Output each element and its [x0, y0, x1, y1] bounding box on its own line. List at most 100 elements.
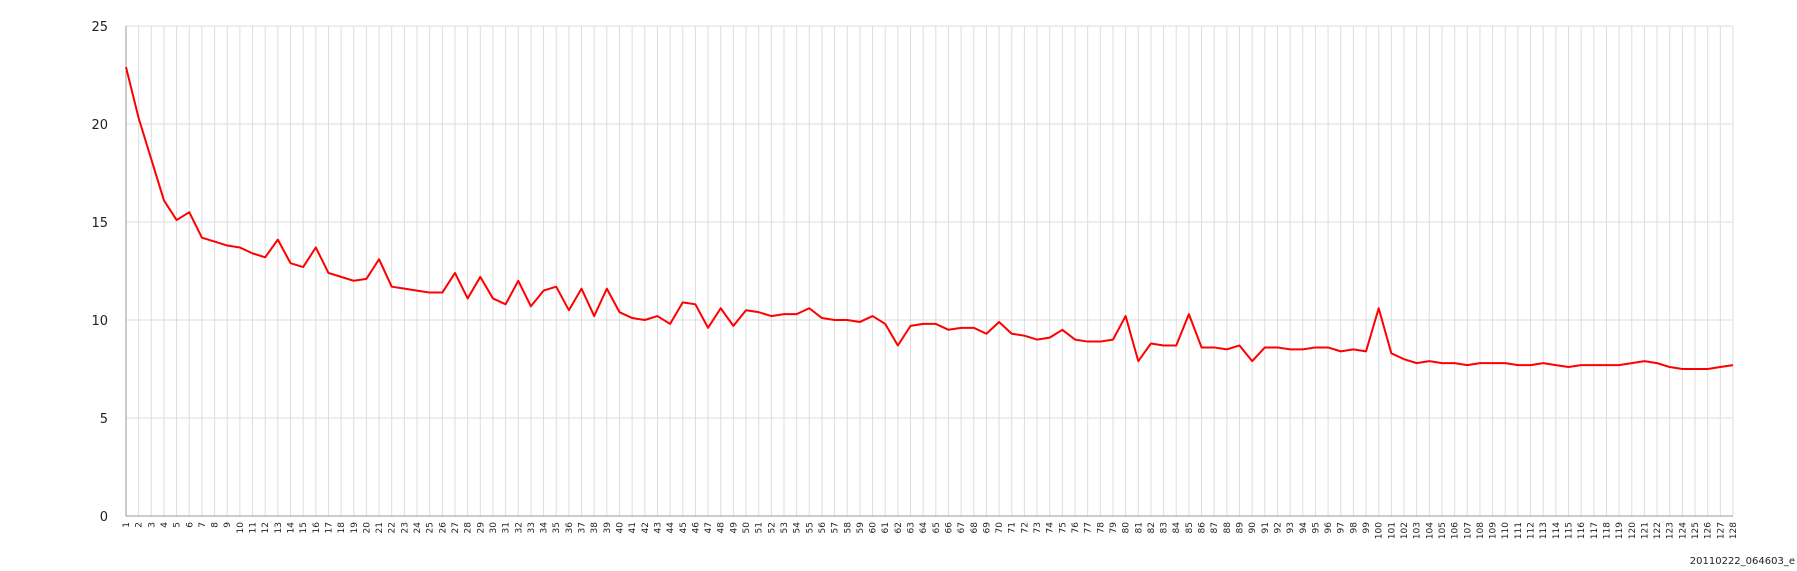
x-tick-label: 44	[666, 522, 676, 534]
x-tick-label: 100	[1375, 522, 1385, 539]
x-tick-label: 57	[831, 522, 841, 533]
x-tick-label: 41	[628, 522, 638, 533]
x-tick-label: 64	[919, 522, 929, 534]
x-tick-label: 60	[869, 522, 879, 534]
x-tick-labels: 1 2 3 4 5 6 7 8 9 10 11 12 13 14 15 16 17 18 19 20 21 22 23 24 2…	[122, 522, 1739, 539]
x-tick-label: 76	[1071, 522, 1081, 534]
x-tick-label: 67	[957, 522, 967, 533]
x-tick-label: 10	[236, 522, 246, 534]
x-tick-label: 20	[362, 522, 372, 534]
x-tick-label: 102	[1400, 522, 1410, 539]
x-tick-label: 18	[337, 522, 347, 534]
x-tick-label: 39	[603, 522, 613, 534]
x-tick-label: 33	[527, 522, 537, 533]
y-tick-labels: 0 5 10 15 20 25	[91, 20, 108, 525]
x-tick-label: 123	[1666, 522, 1676, 539]
x-tick-label: 89	[1236, 522, 1246, 534]
x-tick-label: 97	[1337, 522, 1347, 533]
x-tick-label: 105	[1438, 522, 1448, 539]
series-line	[125, 66, 1734, 370]
x-tick-label: 104	[1425, 522, 1435, 539]
x-tick-label: 22	[388, 522, 398, 533]
x-tick-label: 127	[1716, 522, 1726, 539]
x-tick-label: 128	[1729, 522, 1739, 539]
x-tick-label: 15	[299, 522, 309, 533]
series-layer	[125, 66, 1734, 370]
x-tick-label: 59	[856, 522, 866, 534]
x-tick-label: 99	[1362, 522, 1372, 534]
x-tick-label: 103	[1413, 522, 1423, 539]
x-tick-label: 110	[1501, 522, 1511, 539]
x-tick-label: 21	[375, 522, 385, 533]
x-tick-label: 96	[1324, 522, 1334, 534]
x-tick-label: 43	[653, 522, 663, 533]
x-tick-label: 12	[261, 522, 271, 533]
x-tick-label: 72	[1020, 522, 1030, 533]
x-tick-label: 1	[122, 522, 132, 528]
x-tick-label: 79	[1109, 522, 1119, 534]
y-tick-label: 10	[91, 314, 108, 329]
x-tick-label: 78	[1096, 522, 1106, 534]
x-tick-label: 38	[590, 522, 600, 534]
x-tick-label: 83	[1160, 522, 1170, 533]
x-tick-label: 29	[476, 522, 486, 534]
x-tick-label: 94	[1299, 522, 1309, 534]
x-tick-label: 120	[1628, 522, 1638, 539]
x-tick-label: 121	[1640, 522, 1650, 539]
x-tick-label: 107	[1463, 522, 1473, 539]
x-tick-label: 24	[413, 522, 423, 534]
x-tick-label: 45	[679, 522, 689, 533]
x-tick-label: 4	[160, 522, 170, 528]
axes	[125, 26, 1733, 517]
x-tick-label: 42	[641, 522, 651, 533]
x-tick-label: 101	[1387, 522, 1397, 539]
footer-label: 20110222_064603_e	[1689, 556, 1795, 567]
x-tick-label: 55	[805, 522, 815, 533]
x-tick-label: 85	[1185, 522, 1195, 533]
x-tick-label: 119	[1615, 522, 1625, 539]
x-tick-label: 17	[324, 522, 334, 533]
x-tick-label: 69	[982, 522, 992, 534]
x-tick-label: 117	[1590, 522, 1600, 539]
x-tick-label: 91	[1261, 522, 1271, 533]
y-tick-label: 5	[100, 412, 108, 427]
x-tick-label: 46	[691, 522, 701, 534]
x-tick-label: 16	[312, 522, 322, 534]
x-tick-label: 124	[1678, 522, 1688, 539]
x-tick-label: 106	[1451, 522, 1461, 539]
x-tick-label: 95	[1311, 522, 1321, 533]
x-tick-label: 116	[1577, 522, 1587, 539]
x-tick-label: 125	[1691, 522, 1701, 539]
x-tick-label: 112	[1527, 522, 1537, 539]
x-tick-label: 108	[1476, 522, 1486, 539]
x-tick-label: 52	[767, 522, 777, 533]
x-tick-label: 61	[881, 522, 891, 533]
x-tick-label: 34	[540, 522, 550, 534]
x-tick-label: 9	[223, 522, 233, 528]
x-tick-label: 36	[565, 522, 575, 534]
x-tick-label: 7	[198, 522, 208, 528]
x-tick-label: 87	[1210, 522, 1220, 533]
x-tick-label: 65	[932, 522, 942, 533]
x-tick-label: 66	[944, 522, 954, 534]
x-tick-label: 111	[1514, 522, 1524, 539]
x-tick-label: 118	[1602, 522, 1612, 539]
x-tick-label: 35	[552, 522, 562, 533]
x-tick-label: 23	[400, 522, 410, 533]
y-tick-label: 15	[91, 216, 108, 231]
x-tick-label: 49	[729, 522, 739, 534]
x-tick-label: 126	[1704, 522, 1714, 539]
x-tick-label: 74	[1046, 522, 1056, 534]
x-tick-label: 73	[1033, 522, 1043, 533]
x-tick-label: 32	[514, 522, 524, 533]
x-tick-label: 86	[1198, 522, 1208, 534]
x-tick-label: 122	[1653, 522, 1663, 539]
x-tick-label: 30	[489, 522, 499, 534]
x-tick-label: 6	[185, 522, 195, 528]
x-tick-label: 68	[970, 522, 980, 534]
x-tick-label: 5	[173, 522, 183, 528]
x-tick-label: 3	[147, 522, 157, 528]
x-tick-label: 27	[451, 522, 461, 533]
x-tick-label: 26	[438, 522, 448, 534]
